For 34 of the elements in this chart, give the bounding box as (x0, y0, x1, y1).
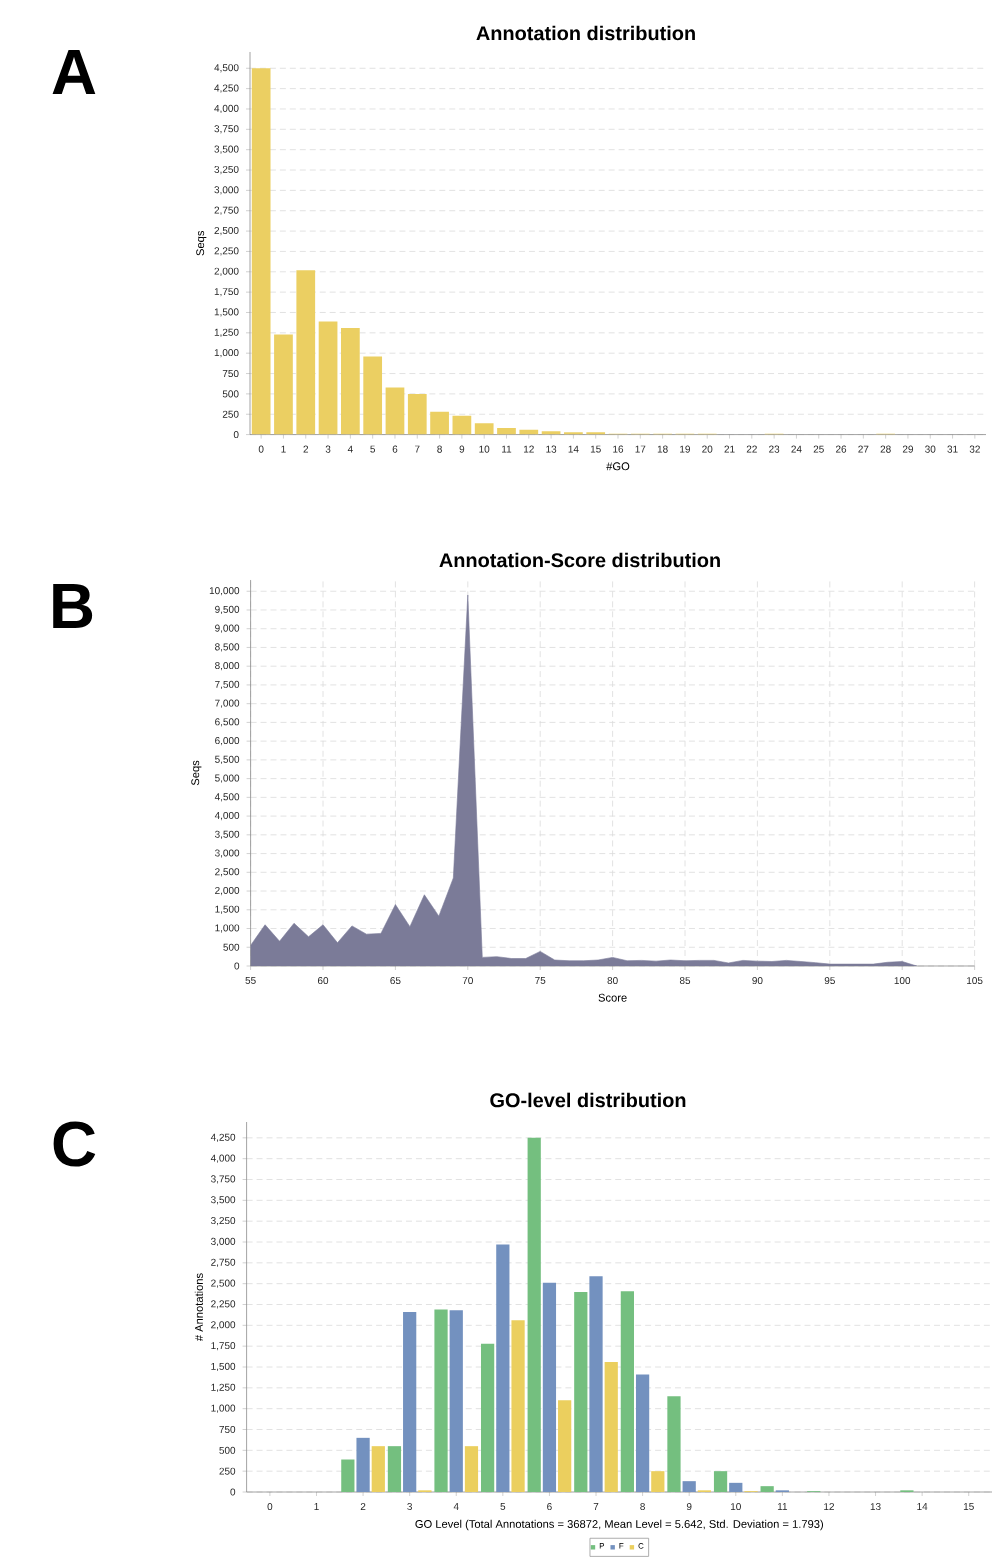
bar (729, 1482, 743, 1492)
bar (713, 1471, 728, 1492)
bar (558, 1400, 572, 1492)
bar (434, 1309, 448, 1492)
bar (496, 1244, 510, 1492)
text: C (53, 1121, 96, 1167)
bar (760, 1486, 774, 1492)
bar (542, 1282, 557, 1492)
bar (371, 1446, 385, 1492)
bar (667, 1396, 681, 1492)
bar (341, 1459, 355, 1492)
bar (387, 1446, 402, 1492)
bar (449, 1310, 463, 1492)
bar (403, 1312, 417, 1492)
bar (527, 1137, 541, 1492)
text: B (53, 584, 93, 628)
bar (620, 1291, 634, 1492)
bar (604, 1362, 618, 1492)
chart-title: GO-level distribution (490, 1092, 686, 1108)
chart-title: Annotation-Score distribution (439, 552, 720, 568)
bar (589, 1276, 603, 1492)
bar (651, 1471, 665, 1492)
bar (356, 1437, 370, 1492)
chart-title: Annotation distribution (476, 25, 695, 41)
bar (574, 1292, 588, 1492)
bar (452, 415, 472, 435)
bar (682, 1481, 696, 1492)
bar (464, 1446, 479, 1492)
bar (385, 387, 405, 435)
text: A (52, 50, 96, 94)
bar (480, 1343, 495, 1492)
bar (511, 1320, 525, 1492)
bar (318, 321, 338, 435)
bar (635, 1374, 650, 1492)
